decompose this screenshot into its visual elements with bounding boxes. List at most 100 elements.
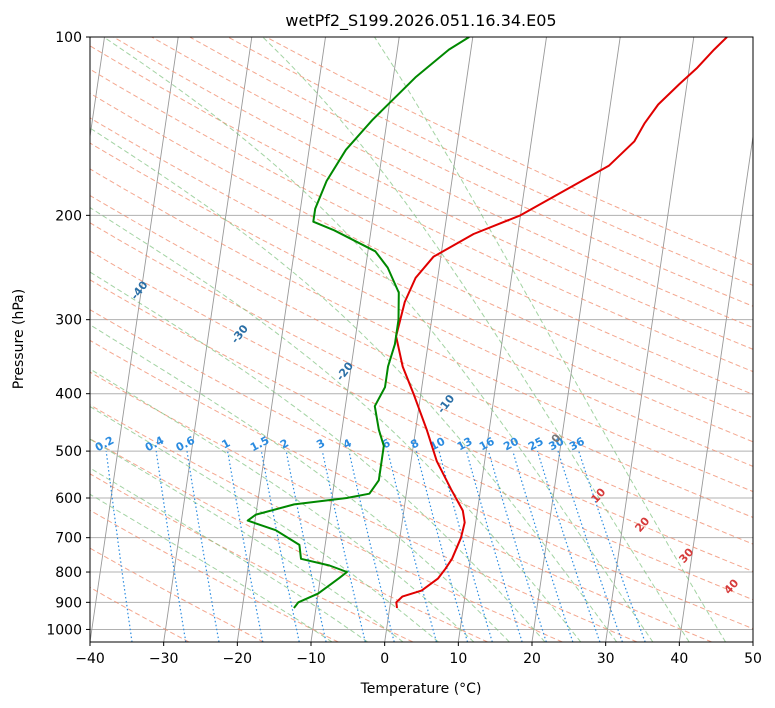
moist-adiabat-line bbox=[90, 271, 546, 642]
x-tick-label: −10 bbox=[296, 651, 326, 667]
mixing-ratio-line bbox=[415, 450, 469, 642]
moist-adiabat-line bbox=[90, 405, 439, 642]
mixing-ratio-line bbox=[387, 450, 437, 642]
mixing-ratio-line bbox=[348, 450, 395, 642]
plot-area: 0.10.20.40.611.52346810131620253036-100-… bbox=[19, 37, 753, 642]
mixing-ratio-line bbox=[105, 451, 133, 642]
mixing-ratio-line bbox=[186, 451, 220, 642]
dry-adiabat-line bbox=[90, 45, 753, 373]
y-tick-label: 400 bbox=[55, 387, 82, 403]
chart-title: wetPf2_S199.2026.051.16.34.E05 bbox=[285, 11, 556, 31]
x-tick-label: 30 bbox=[597, 651, 615, 667]
mixing-ratio-line bbox=[321, 450, 366, 642]
isotherm-line bbox=[384, 37, 474, 642]
mixing-ratio-line bbox=[260, 450, 300, 642]
mixing-ratio-line bbox=[465, 450, 523, 642]
y-tick-label: 100 bbox=[55, 30, 82, 46]
dry-adiabat-label: -10 bbox=[435, 392, 458, 416]
moist-adiabat-line bbox=[90, 438, 404, 642]
mixing-ratio-label: 25 bbox=[526, 435, 546, 454]
temperature-profile-line bbox=[395, 37, 728, 609]
isotherm-line bbox=[310, 37, 400, 642]
x-tick-label: −30 bbox=[149, 651, 179, 667]
dry-adiabat-line bbox=[90, 547, 264, 642]
mixing-ratio-line bbox=[227, 450, 264, 642]
plot-frame bbox=[89, 36, 754, 643]
moist-adiabat-label: 30 bbox=[676, 545, 696, 565]
x-tick-label: −40 bbox=[75, 651, 105, 667]
moist-adiabat-line bbox=[90, 324, 510, 642]
y-tick-label: 500 bbox=[55, 444, 82, 460]
mixing-ratio-label: 20 bbox=[501, 435, 521, 454]
dry-adiabat-line bbox=[90, 68, 753, 395]
isotherm-line bbox=[90, 37, 179, 642]
mixing-ratio-line bbox=[438, 450, 493, 642]
dewpoint-profile-line bbox=[246, 37, 470, 609]
moist-adiabat-line bbox=[262, 37, 690, 642]
mixing-ratio-label: 30 bbox=[547, 435, 567, 454]
isotherm-line bbox=[605, 37, 695, 642]
y-tick-label: 200 bbox=[55, 208, 82, 224]
dry-adiabat-line bbox=[90, 92, 753, 419]
mixing-ratio-label: 1 bbox=[220, 436, 233, 451]
mixing-ratio-label: 3 bbox=[314, 436, 327, 451]
dry-adiabat-line bbox=[90, 438, 488, 642]
isotherm-line bbox=[90, 37, 105, 140]
dry-adiabat-line bbox=[90, 371, 638, 642]
dry-adiabat-label: -40 bbox=[128, 278, 151, 302]
x-axis-label: Temperature (°C) bbox=[360, 681, 482, 697]
dry-adiabat-label: -50 bbox=[19, 226, 42, 250]
mixing-ratio-label: 36 bbox=[567, 435, 587, 454]
dry-adiabat-line bbox=[90, 586, 190, 642]
moist-adiabat-line bbox=[90, 127, 618, 642]
mixing-ratio-line bbox=[557, 450, 623, 642]
moist-adiabat-line bbox=[90, 207, 582, 642]
mixing-ratio-line bbox=[512, 450, 574, 642]
dry-adiabat-line bbox=[90, 222, 753, 545]
dry-adiabat-line bbox=[90, 473, 414, 642]
y-tick-label: 900 bbox=[55, 595, 82, 611]
dry-adiabat-line bbox=[90, 168, 753, 493]
dry-adiabat-label: -30 bbox=[229, 322, 252, 346]
mixing-ratio-line bbox=[155, 451, 187, 642]
dry-adiabat-line bbox=[90, 142, 753, 467]
dry-adiabat-line bbox=[90, 279, 753, 601]
dry-adiabat-line bbox=[90, 194, 753, 518]
isotherm-line bbox=[163, 37, 253, 642]
mixing-ratio-label: 4 bbox=[341, 436, 354, 451]
mixing-ratio-label: 16 bbox=[477, 435, 497, 454]
mixing-ratio-line bbox=[578, 450, 646, 642]
y-tick-label: 700 bbox=[55, 531, 82, 547]
moist-adiabat-line bbox=[90, 368, 475, 642]
dry-adiabat-line bbox=[90, 509, 339, 642]
dry-adiabat-line bbox=[90, 117, 753, 443]
y-tick-label: 1000 bbox=[46, 622, 82, 638]
dry-adiabat-label: -20 bbox=[334, 359, 357, 383]
x-tick-label: 40 bbox=[670, 651, 688, 667]
y-tick-label: 800 bbox=[55, 565, 82, 581]
moist-adiabat-label: 10 bbox=[588, 485, 608, 505]
moist-adiabat-line bbox=[374, 37, 727, 642]
x-tick-label: 20 bbox=[523, 651, 541, 667]
dry-adiabat-line bbox=[90, 339, 712, 642]
axes: −40 −30 −20 −10 0 10 20 30 40 50 100 200 300 400 500 60… bbox=[46, 30, 762, 667]
dry-adiabat-line bbox=[227, 37, 753, 286]
dry-adiabat-line bbox=[265, 37, 753, 266]
isotherm-line bbox=[752, 638, 753, 642]
x-tick-label: −20 bbox=[223, 651, 253, 667]
y-tick-label: 300 bbox=[55, 313, 82, 329]
dry-adiabat-line bbox=[90, 250, 753, 572]
mixing-ratio-line bbox=[487, 450, 547, 642]
y-axis-label: Pressure (hPa) bbox=[11, 289, 27, 389]
moist-adiabat-label: 20 bbox=[632, 514, 652, 534]
x-tick-label: 0 bbox=[380, 651, 389, 667]
moist-adiabat-line bbox=[90, 493, 333, 642]
x-tick-label: 50 bbox=[744, 651, 762, 667]
dry-adiabat-line bbox=[90, 309, 753, 630]
isotherm-line bbox=[531, 37, 621, 642]
x-tick-label: 10 bbox=[449, 651, 467, 667]
isotherm-line bbox=[236, 37, 326, 642]
mixing-ratio-label: 13 bbox=[455, 435, 475, 454]
mixing-ratio-line bbox=[285, 450, 327, 642]
